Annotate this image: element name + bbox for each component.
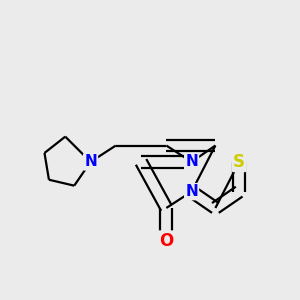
Text: O: O bbox=[159, 232, 173, 250]
Text: N: N bbox=[185, 154, 198, 169]
Text: N: N bbox=[185, 184, 198, 199]
Text: N: N bbox=[84, 154, 97, 169]
Text: S: S bbox=[233, 153, 245, 171]
